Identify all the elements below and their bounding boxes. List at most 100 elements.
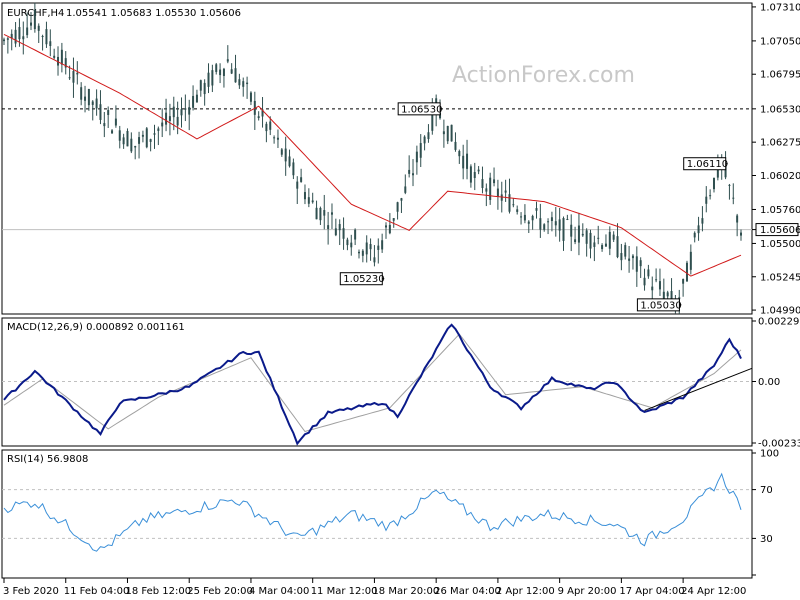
- candle: [60, 42, 63, 73]
- candle-body: [550, 217, 553, 221]
- candle: [512, 198, 515, 208]
- candle-body: [732, 197, 735, 199]
- candle: [168, 103, 171, 136]
- candle: [574, 226, 577, 245]
- time-tick-label: 9 Apr 20:00: [558, 586, 617, 597]
- candle: [454, 132, 457, 152]
- candle: [315, 200, 318, 220]
- candle: [712, 177, 715, 193]
- candle: [408, 155, 411, 178]
- candle: [365, 235, 368, 263]
- candle-body: [222, 68, 225, 76]
- candle-body: [284, 148, 287, 162]
- candle: [635, 246, 638, 287]
- candle: [419, 134, 422, 168]
- candle-body: [350, 242, 353, 248]
- candle-body: [346, 239, 349, 246]
- candle: [307, 188, 310, 208]
- time-tick-label: 4 Mar 04:00: [249, 586, 309, 597]
- candle: [195, 89, 198, 103]
- candle-body: [226, 59, 229, 62]
- candle-body: [269, 121, 272, 130]
- candle-body: [373, 257, 376, 263]
- candle-body: [10, 33, 13, 39]
- candle: [608, 226, 611, 256]
- rsi-tick-label: 30: [760, 534, 773, 545]
- candle-body: [49, 41, 52, 47]
- candle: [180, 97, 183, 128]
- candle: [103, 111, 106, 138]
- candle-body: [477, 169, 480, 172]
- candle: [342, 217, 345, 250]
- macd-trendline: [644, 367, 753, 411]
- candle: [473, 162, 476, 191]
- candle: [296, 176, 299, 204]
- candle-body: [655, 279, 658, 281]
- macd-title: MACD(12,26,9) 0.000892 0.001161: [7, 322, 185, 333]
- candle-body: [60, 49, 63, 65]
- candle: [114, 105, 117, 128]
- candle-body: [712, 177, 715, 190]
- candle: [161, 108, 164, 138]
- price-tick-label: 1.06275: [760, 138, 800, 149]
- candle: [126, 128, 129, 147]
- candle-body: [400, 198, 403, 201]
- candle-body: [84, 96, 87, 101]
- candle: [543, 223, 546, 232]
- candle-body: [446, 125, 449, 142]
- candle-body: [53, 55, 56, 58]
- candle: [404, 174, 407, 195]
- candle-body: [334, 228, 337, 236]
- candle: [80, 82, 83, 106]
- candle: [693, 231, 696, 243]
- candle: [385, 222, 388, 239]
- candle: [111, 129, 114, 134]
- candle: [257, 111, 260, 121]
- candle: [95, 89, 98, 116]
- candle: [450, 124, 453, 142]
- candle-body: [724, 165, 727, 178]
- candle-body: [153, 133, 156, 135]
- annotation-box: [397, 102, 441, 116]
- rsi-tick-label: 70: [760, 485, 773, 496]
- candle: [211, 64, 214, 93]
- candle-body: [145, 128, 148, 148]
- candle: [593, 235, 596, 262]
- candle-body: [33, 9, 36, 30]
- candle: [369, 238, 372, 261]
- candle: [493, 167, 496, 187]
- candle: [381, 233, 384, 253]
- candle: [682, 278, 685, 297]
- candle: [303, 184, 306, 205]
- candle: [276, 129, 279, 148]
- candle: [624, 242, 627, 260]
- candle-body: [412, 173, 415, 176]
- candle: [327, 211, 330, 245]
- price-tick-label: 1.07310: [760, 2, 800, 13]
- candle: [219, 63, 222, 84]
- candle-body: [662, 291, 665, 301]
- candle-body: [280, 149, 283, 155]
- candle: [527, 220, 530, 234]
- candle-body: [273, 137, 276, 139]
- candle: [350, 234, 353, 256]
- candle-body: [709, 195, 712, 197]
- candle-body: [288, 156, 291, 167]
- candle: [273, 135, 276, 144]
- candle-body: [508, 194, 511, 212]
- rsi-title: RSI(14) 56.9808: [7, 454, 88, 465]
- candle-body: [211, 70, 214, 86]
- candle-body: [246, 82, 249, 85]
- candle: [388, 213, 391, 235]
- candle: [469, 164, 472, 188]
- candle: [446, 125, 449, 145]
- candle: [550, 211, 553, 232]
- candle: [520, 212, 523, 225]
- candle-body: [597, 237, 600, 239]
- candle-body: [523, 214, 526, 221]
- annotation-label: 1.06110: [687, 159, 728, 170]
- candle: [458, 149, 461, 164]
- rsi-pane-frame: [1, 449, 753, 579]
- candle-body: [693, 232, 696, 238]
- ohlc-readout: 1.05541 1.05683 1.05530 1.05606: [66, 8, 241, 19]
